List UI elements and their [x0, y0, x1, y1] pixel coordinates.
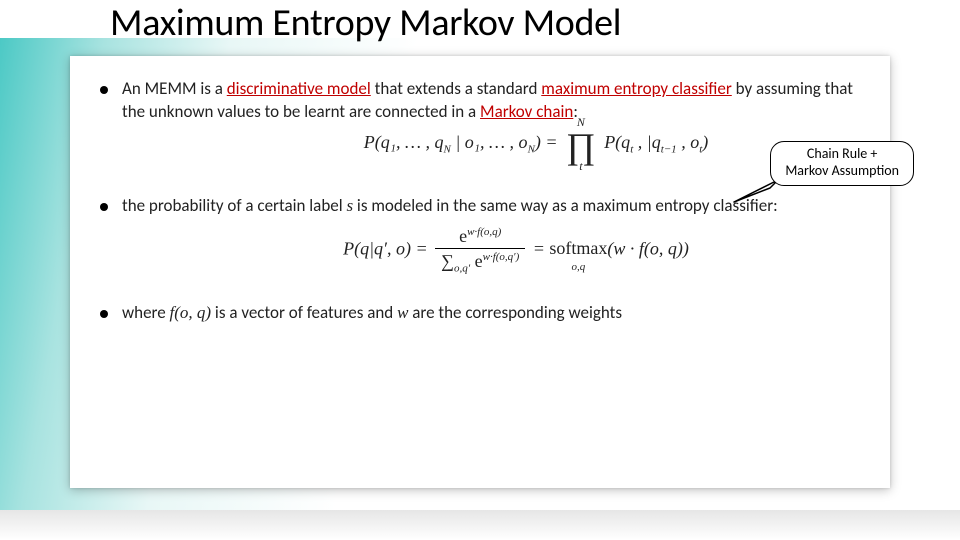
prod-lower: t	[579, 158, 582, 174]
b1-text-mid1: that extends a standard	[371, 78, 541, 99]
f2-lhs: P(q|q′, o) =	[343, 238, 432, 258]
f2-eq: =	[533, 238, 550, 258]
bullet-3: where f(o, q) is a vector of features an…	[100, 302, 870, 325]
product-symbol: N ∏ t	[566, 130, 596, 161]
f2-softmax: softmax o,q	[549, 236, 607, 260]
callout-line2: Markov Assumption	[785, 163, 899, 180]
f1-lhs-mid: | o₁, … , o	[451, 132, 528, 152]
f2-fraction: ew·f(o,q) ∑o,q′ ew·f(o,q′)	[435, 224, 525, 277]
b3-mid: is a vector of features and	[211, 302, 397, 323]
callout-line1: Chain Rule +	[785, 146, 899, 163]
f1-lhs-N: N	[444, 143, 451, 155]
b3-f: f(o, q)	[170, 303, 212, 322]
f2-softmax-sub: o,q	[572, 260, 586, 275]
b2-pre: the probability of a certain label	[122, 195, 346, 216]
f1-lhs-N2: N	[528, 143, 535, 155]
f2-den-exp: w·f(o,q′)	[483, 251, 520, 263]
f1-rhs: P(q	[604, 132, 630, 152]
b1-maxent: maximum entropy classifier	[541, 78, 732, 99]
bullet-2: the probability of a certain label s is …	[100, 195, 870, 289]
formula-softmax: P(q|q′, o) = ew·f(o,q) ∑o,q′ ew·f(o,q′) …	[162, 218, 870, 289]
f1-lhs: P(q₁, … , q	[364, 132, 444, 152]
b3-w: w	[397, 303, 408, 322]
f1-lhs-close: ) =	[535, 132, 562, 152]
b3-pre: where	[122, 302, 170, 323]
b3-post: are the corresponding weights	[408, 302, 622, 323]
f2-den-e: e	[470, 251, 483, 271]
bottom-bar	[0, 510, 960, 540]
f1-rhs-mid2: , o	[677, 132, 700, 152]
b1-markov: Markov chain	[480, 101, 573, 122]
bullet-1: An MEMM is a discriminative model that e…	[100, 78, 870, 173]
f2-softmax-word: softmax	[549, 238, 607, 258]
prod-upper: N	[577, 114, 585, 130]
f2-num-exp: w·f(o,q)	[467, 226, 501, 238]
f2-softmax-arg: (w · f(o, q))	[607, 238, 688, 258]
f2-num-e: e	[459, 226, 467, 246]
b1-text-pre: An MEMM is a	[122, 78, 227, 99]
f1-rhs-t1: t−1	[661, 143, 677, 155]
slide-title: Maximum Entropy Markov Model	[110, 0, 621, 46]
f1-rhs-close: )	[702, 132, 708, 152]
f2-den-sub: o,q′	[454, 263, 470, 275]
b1-discriminative: discriminative model	[227, 78, 371, 99]
callout-chain-rule: Chain Rule + Markov Assumption	[770, 141, 914, 186]
f1-rhs-mid: , |q	[633, 132, 660, 152]
b2-post: is modeled in the same way as a maximum …	[353, 195, 778, 216]
f2-den-sum: ∑	[441, 251, 454, 271]
